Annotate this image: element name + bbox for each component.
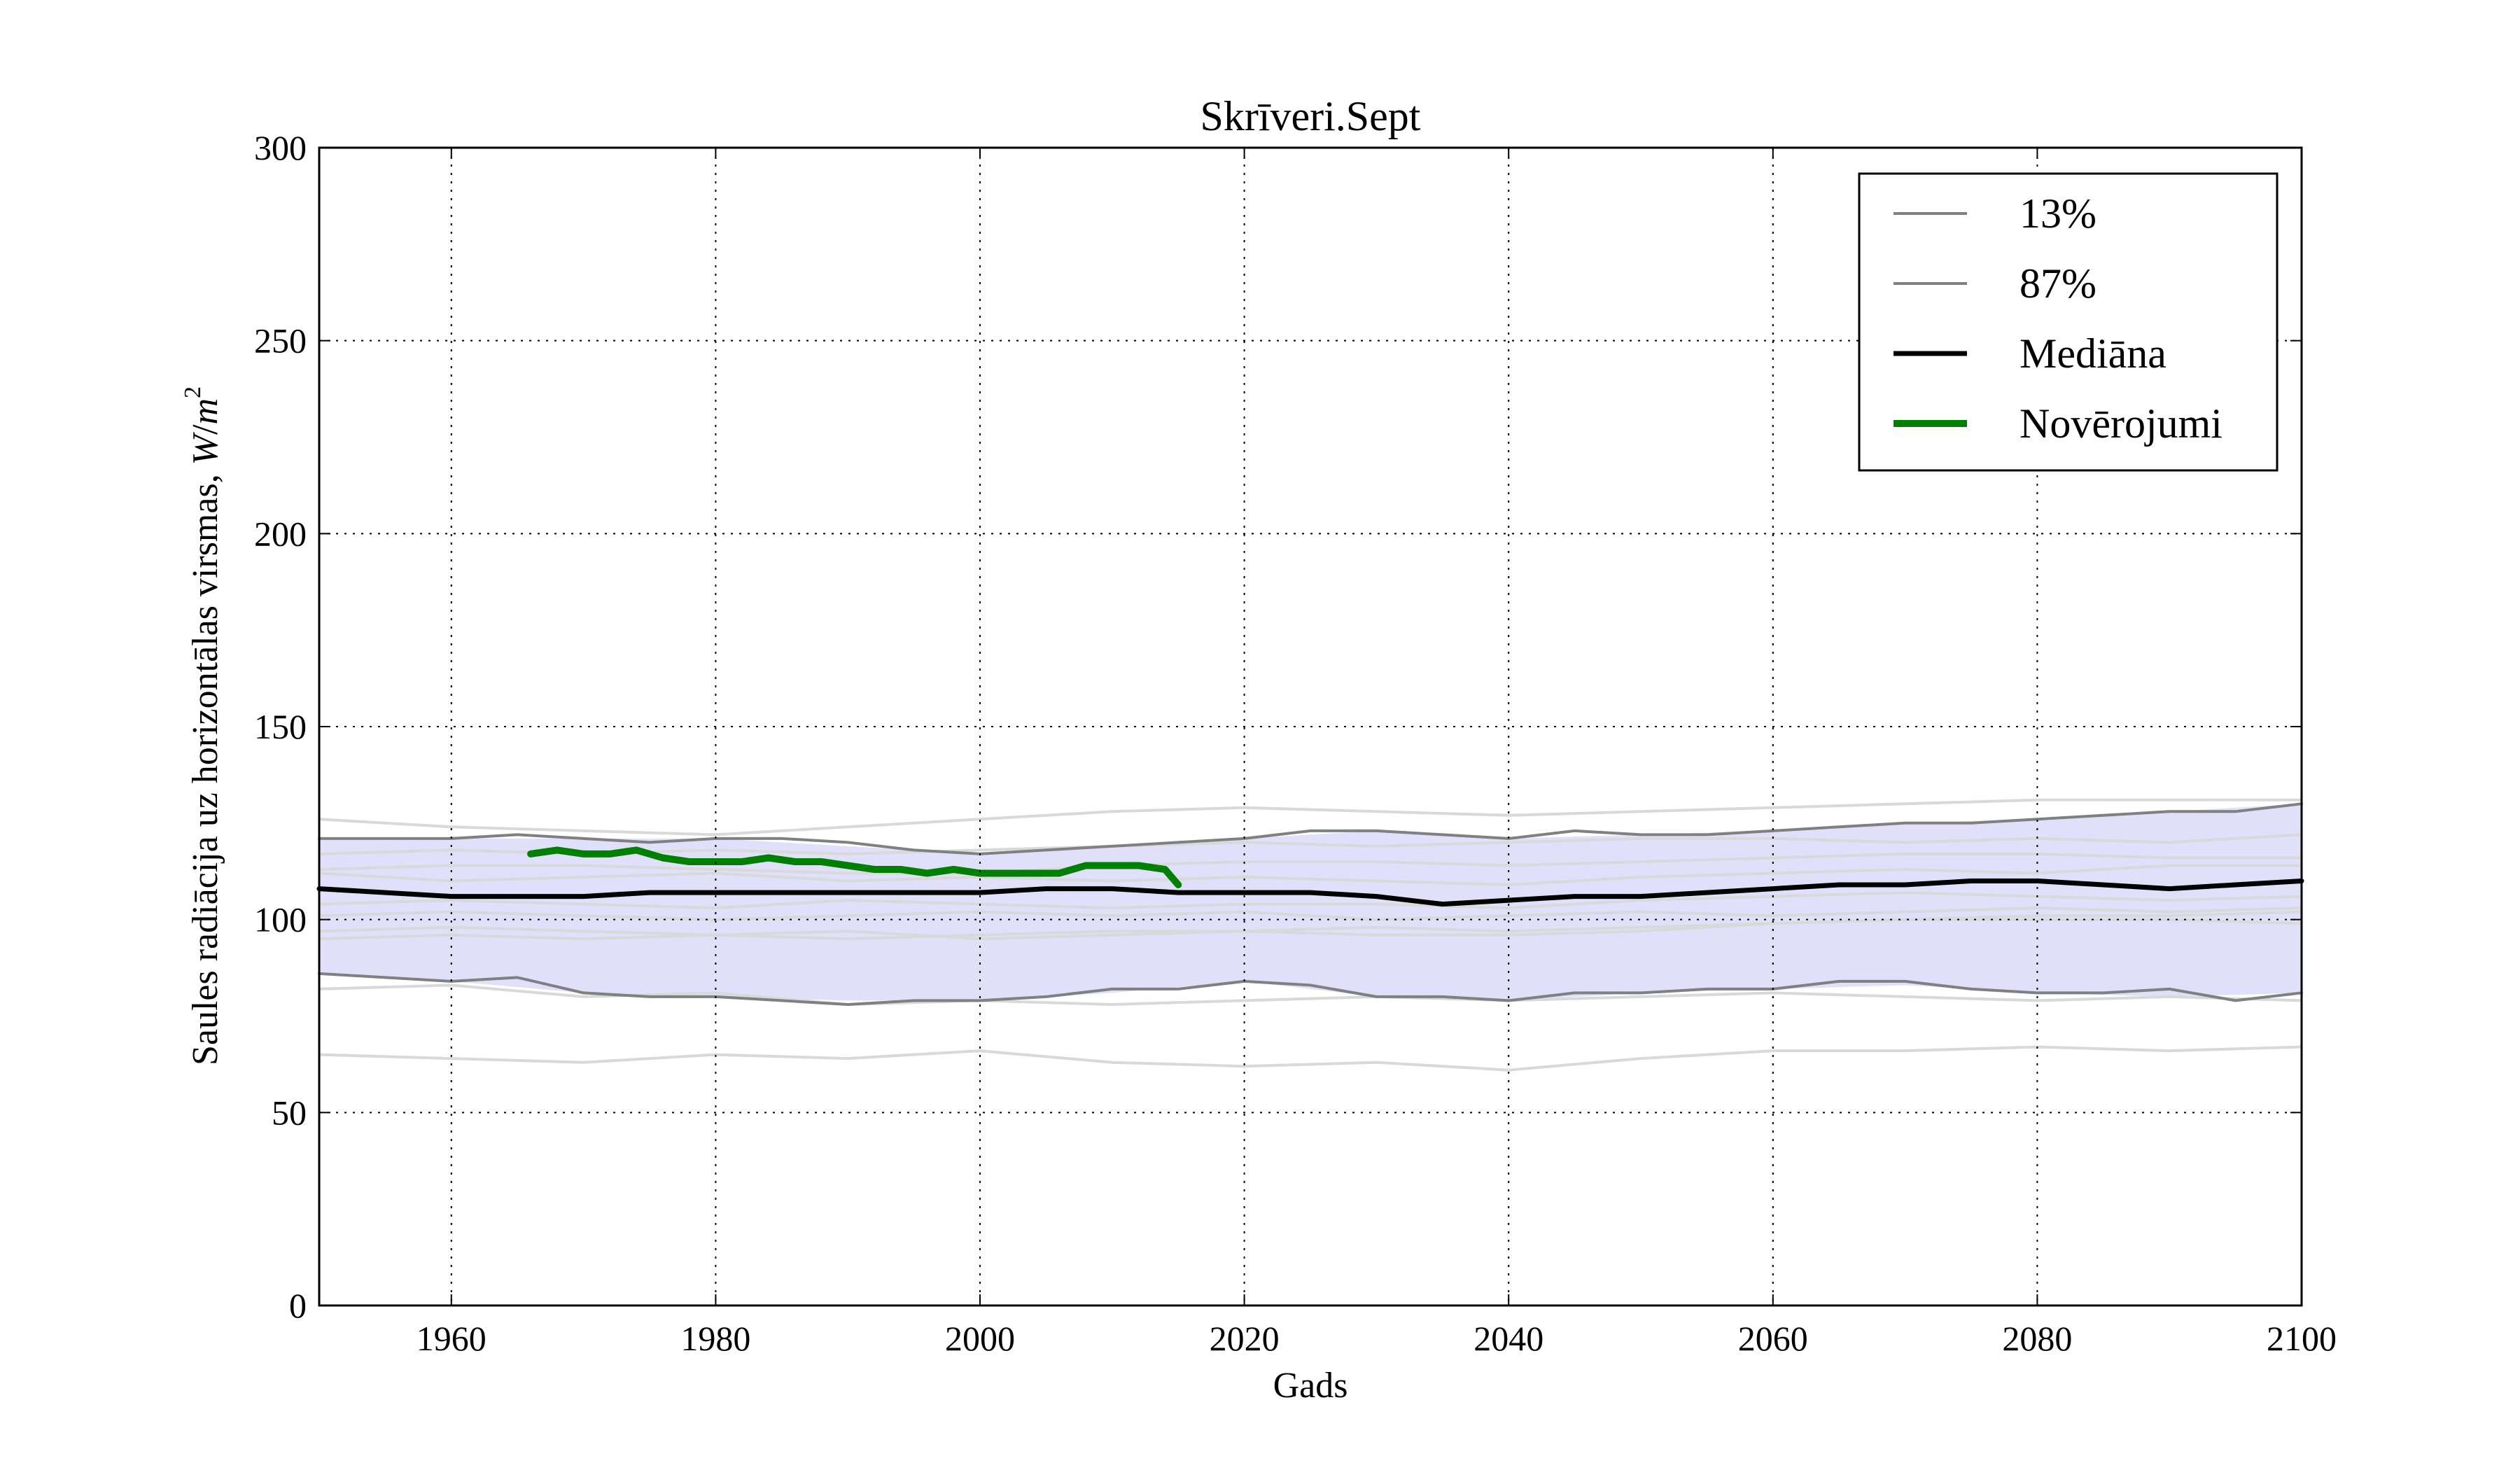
x-tick-label: 2000 bbox=[945, 1319, 1015, 1358]
ensemble-line-10 bbox=[318, 1045, 2302, 1072]
ensemble-line-7 bbox=[318, 918, 2302, 941]
ensemble-line-3 bbox=[318, 852, 2302, 875]
x-tick-label: 1960 bbox=[416, 1319, 486, 1358]
y-tick-label: 100 bbox=[254, 900, 307, 939]
ensemble-line-1 bbox=[318, 798, 2302, 836]
y-tick-label: 250 bbox=[254, 321, 307, 360]
legend-label: 13% bbox=[2019, 190, 2096, 237]
percentile-band bbox=[319, 804, 2302, 1001]
legend-label: Novērojumi bbox=[2019, 400, 2222, 447]
legend: 13% 87% Mediāna Novērojumi bbox=[1858, 172, 2278, 472]
y-tick-label: 150 bbox=[254, 707, 307, 746]
y-tick-label: 200 bbox=[254, 514, 307, 553]
y-tick-label: 0 bbox=[289, 1286, 307, 1325]
y-axis-label: Saules radiācija uz horizontālas virsmas… bbox=[180, 386, 225, 1065]
x-tick-label: 2100 bbox=[2267, 1319, 2337, 1358]
x-tick-label: 2040 bbox=[1474, 1319, 1544, 1358]
ensemble-line-9 bbox=[318, 983, 2302, 1006]
ensemble-line-8 bbox=[318, 910, 2302, 941]
x-tick-label: 2020 bbox=[1210, 1319, 1280, 1358]
x-axis: 1960 1980 2000 2020 2040 2060 2080 2100 bbox=[416, 148, 2337, 1358]
x-axis-label: Gads bbox=[1273, 1366, 1348, 1406]
y-axis: 0 50 100 150 200 250 300 bbox=[254, 128, 2302, 1325]
x-tick-label: 2080 bbox=[2002, 1319, 2072, 1358]
series-line-3 bbox=[316, 878, 2304, 907]
ensemble-line-6 bbox=[318, 906, 2302, 921]
grid bbox=[319, 148, 2302, 1306]
ensemble-line-4 bbox=[318, 864, 2302, 886]
ensemble-line-5 bbox=[318, 891, 2302, 910]
series-line-2 bbox=[318, 802, 2303, 855]
y-tick-label: 50 bbox=[272, 1093, 307, 1132]
series-line-1 bbox=[318, 972, 2303, 1006]
plot-area bbox=[316, 798, 2304, 1072]
legend-label: Mediāna bbox=[2019, 330, 2166, 377]
legend-label: 87% bbox=[2019, 260, 2096, 307]
y-tick-label: 300 bbox=[254, 128, 307, 167]
chart-title: Skrīveri.Sept bbox=[1200, 93, 1421, 139]
x-tick-label: 2060 bbox=[1738, 1319, 1808, 1358]
series-line-4 bbox=[527, 846, 1182, 888]
x-tick-label: 1980 bbox=[680, 1319, 750, 1358]
plot-frame bbox=[318, 146, 2303, 1307]
